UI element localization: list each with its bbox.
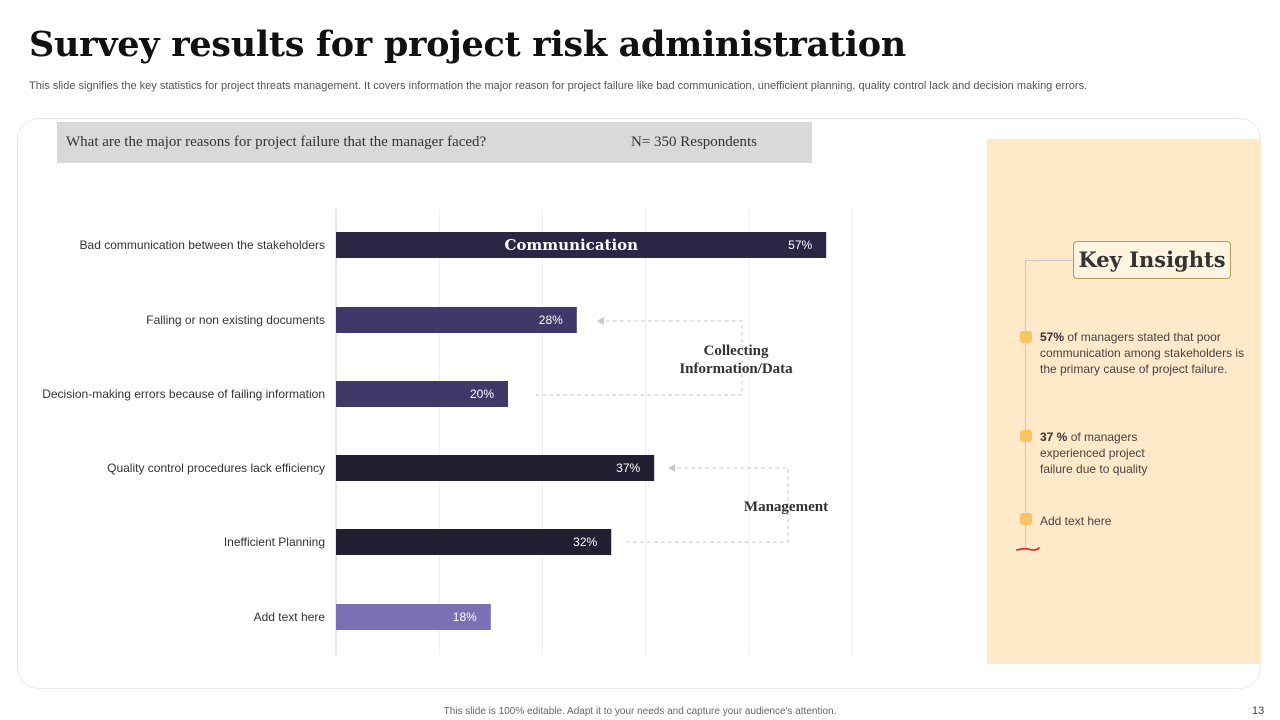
- annotation-line: Collecting: [704, 343, 769, 359]
- insight-2-strong: 37 %: [1040, 430, 1068, 444]
- chart-annotations: Communication Collecting Information/Data M…: [504, 236, 828, 515]
- bar: [336, 232, 827, 258]
- question-text: What are the major reasons for project f…: [66, 134, 487, 150]
- slide-title: Survey results for project risk administ…: [29, 24, 906, 65]
- connector-line: [627, 467, 789, 543]
- value-label: 20%: [470, 387, 494, 401]
- category-label: Bad communication between the stakeholde…: [80, 238, 325, 252]
- page-number: 13: [1252, 705, 1265, 717]
- question-banner: What are the major reasons for project f…: [57, 122, 812, 163]
- key-insights-heading-box: Key Insights: [1073, 241, 1231, 279]
- insight-1-text: of managers stated that poor communicati…: [1040, 330, 1245, 376]
- value-label: 57%: [788, 238, 812, 252]
- value-label: 18%: [453, 610, 477, 624]
- insight-2-text: of managers experienced project failure …: [1040, 430, 1148, 476]
- annotation-collecting-data: Collecting Information/Data: [679, 343, 793, 377]
- bar: [336, 381, 508, 407]
- category-label: Add text here: [254, 610, 326, 624]
- arrowhead-icon: [596, 317, 604, 325]
- category-label: Quality control procedures lack efficien…: [107, 461, 325, 475]
- red-pen-mark-icon: [1016, 547, 1040, 551]
- category-label: Decision-making errors because of failin…: [42, 387, 325, 401]
- category-label: Inefficient Planning: [224, 535, 325, 549]
- insight-1-strong: 57%: [1040, 330, 1065, 344]
- insight-3-text: Add text here: [1040, 514, 1112, 528]
- insight-item-3: Add text here: [1040, 513, 1245, 529]
- bar: [336, 529, 612, 555]
- annotation-management: Management: [744, 499, 828, 515]
- bar: [336, 307, 577, 333]
- category-label: Falling or non existing documents: [146, 313, 325, 327]
- chart-labels: Bad communication between the stakeholde…: [42, 238, 812, 624]
- insight-bullet-icon: [1020, 430, 1032, 442]
- insight-item-1: 57% of managers stated that poor communi…: [1040, 329, 1245, 377]
- value-label: 28%: [539, 313, 563, 327]
- key-insights-title: Key Insights: [1078, 247, 1226, 272]
- insight-bullet-icon: [1020, 331, 1032, 343]
- connector-line: [536, 320, 743, 396]
- timeline-connector: [1025, 260, 1073, 261]
- timeline-line: [1025, 260, 1026, 547]
- bar: [336, 455, 655, 481]
- annotation-connectors: [536, 317, 789, 543]
- arrowhead-icon: [668, 464, 676, 472]
- slide-subtitle: This slide signifies the key statistics …: [29, 80, 1088, 92]
- chart-bars: [336, 232, 827, 630]
- insight-item-2: 37 % of managers experienced project fai…: [1040, 429, 1170, 477]
- value-label: 37%: [616, 461, 640, 475]
- chart-grid: [335, 209, 853, 655]
- footer-note: This slide is 100% editable. Adapt it to…: [443, 706, 837, 717]
- key-insights-panel: [987, 139, 1261, 664]
- value-label: 32%: [573, 535, 597, 549]
- annotation-line: Information/Data: [679, 361, 793, 377]
- bar-annotation-label: Communication: [504, 236, 638, 254]
- insight-bullet-icon: [1020, 513, 1032, 525]
- respondent-count: N= 350 Respondents: [631, 134, 757, 150]
- bar: [336, 604, 491, 630]
